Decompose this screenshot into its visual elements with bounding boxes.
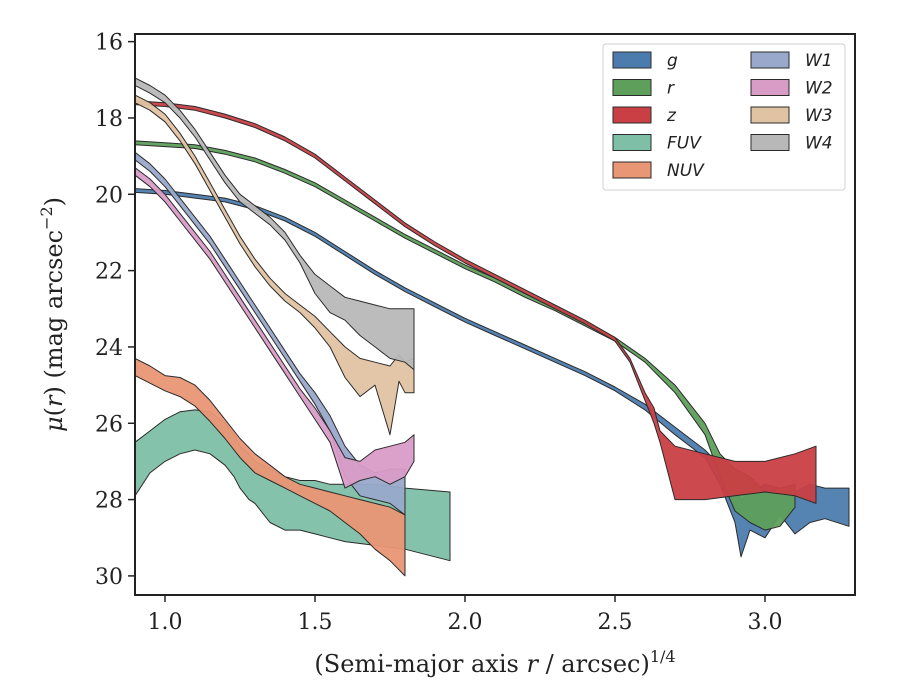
y-tick-label: 20 — [95, 183, 123, 208]
legend-label-fuv: FUV — [667, 134, 702, 154]
legend-swatch-w4 — [750, 134, 790, 151]
legend-label-nuv: NUV — [667, 161, 705, 181]
y-tick-label: 18 — [95, 107, 123, 132]
x-tick-label: 1.0 — [148, 610, 183, 635]
legend-label-w2: W2 — [805, 79, 833, 99]
y-tick-label: 22 — [95, 260, 123, 285]
legend-label-g: g — [667, 51, 678, 71]
y-tick-label: 28 — [95, 489, 123, 514]
legend-swatch-z — [612, 106, 652, 124]
y-tick-label: 24 — [95, 336, 123, 361]
x-tick-label: 2.5 — [598, 610, 633, 635]
y-axis: 16 18 20 22 24 26 28 30 — [95, 31, 135, 590]
legend-swatch-w3 — [750, 106, 790, 124]
legend-swatch-w2 — [750, 79, 790, 96]
y-tick-label: 26 — [95, 412, 123, 437]
series-bands — [135, 77, 850, 577]
y-axis-label: μ(r) (mag arcsec−2) — [37, 197, 68, 432]
legend-label-r: r — [667, 79, 675, 99]
legend-label-w4: W4 — [805, 134, 833, 154]
band-z — [135, 100, 817, 504]
legend-swatch-g — [612, 51, 652, 69]
band-w3 — [135, 94, 415, 436]
legend-swatch-r — [612, 79, 652, 96]
legend-swatch-w1 — [750, 51, 790, 69]
y-tick-label: 16 — [95, 31, 123, 56]
legend-label-z: z — [666, 106, 677, 126]
band-w2 — [135, 167, 415, 489]
band-w4 — [135, 77, 415, 371]
legend-swatch-fuv — [612, 134, 652, 151]
plot-frame — [134, 33, 856, 596]
band-g — [135, 188, 850, 558]
legend-swatch-nuv — [612, 161, 652, 179]
x-axis-label: (Semi-major axis r / arcsec)1/4 — [314, 647, 675, 678]
legend-label-w3: W3 — [805, 106, 833, 126]
band-nuv — [135, 357, 406, 577]
x-tick-label: 2.0 — [448, 610, 483, 635]
x-tick-label: 3.0 — [748, 610, 783, 635]
x-tick-label: 1.5 — [298, 610, 333, 635]
legend: grz FUV NUV W1 W2 W3 W4 — [602, 43, 846, 191]
legend-label-w1: W1 — [805, 51, 833, 71]
y-tick-label: 30 — [95, 565, 123, 590]
x-axis: 1.0 1.5 2.0 2.5 3.0 — [148, 595, 783, 635]
band-w1 — [135, 151, 406, 516]
